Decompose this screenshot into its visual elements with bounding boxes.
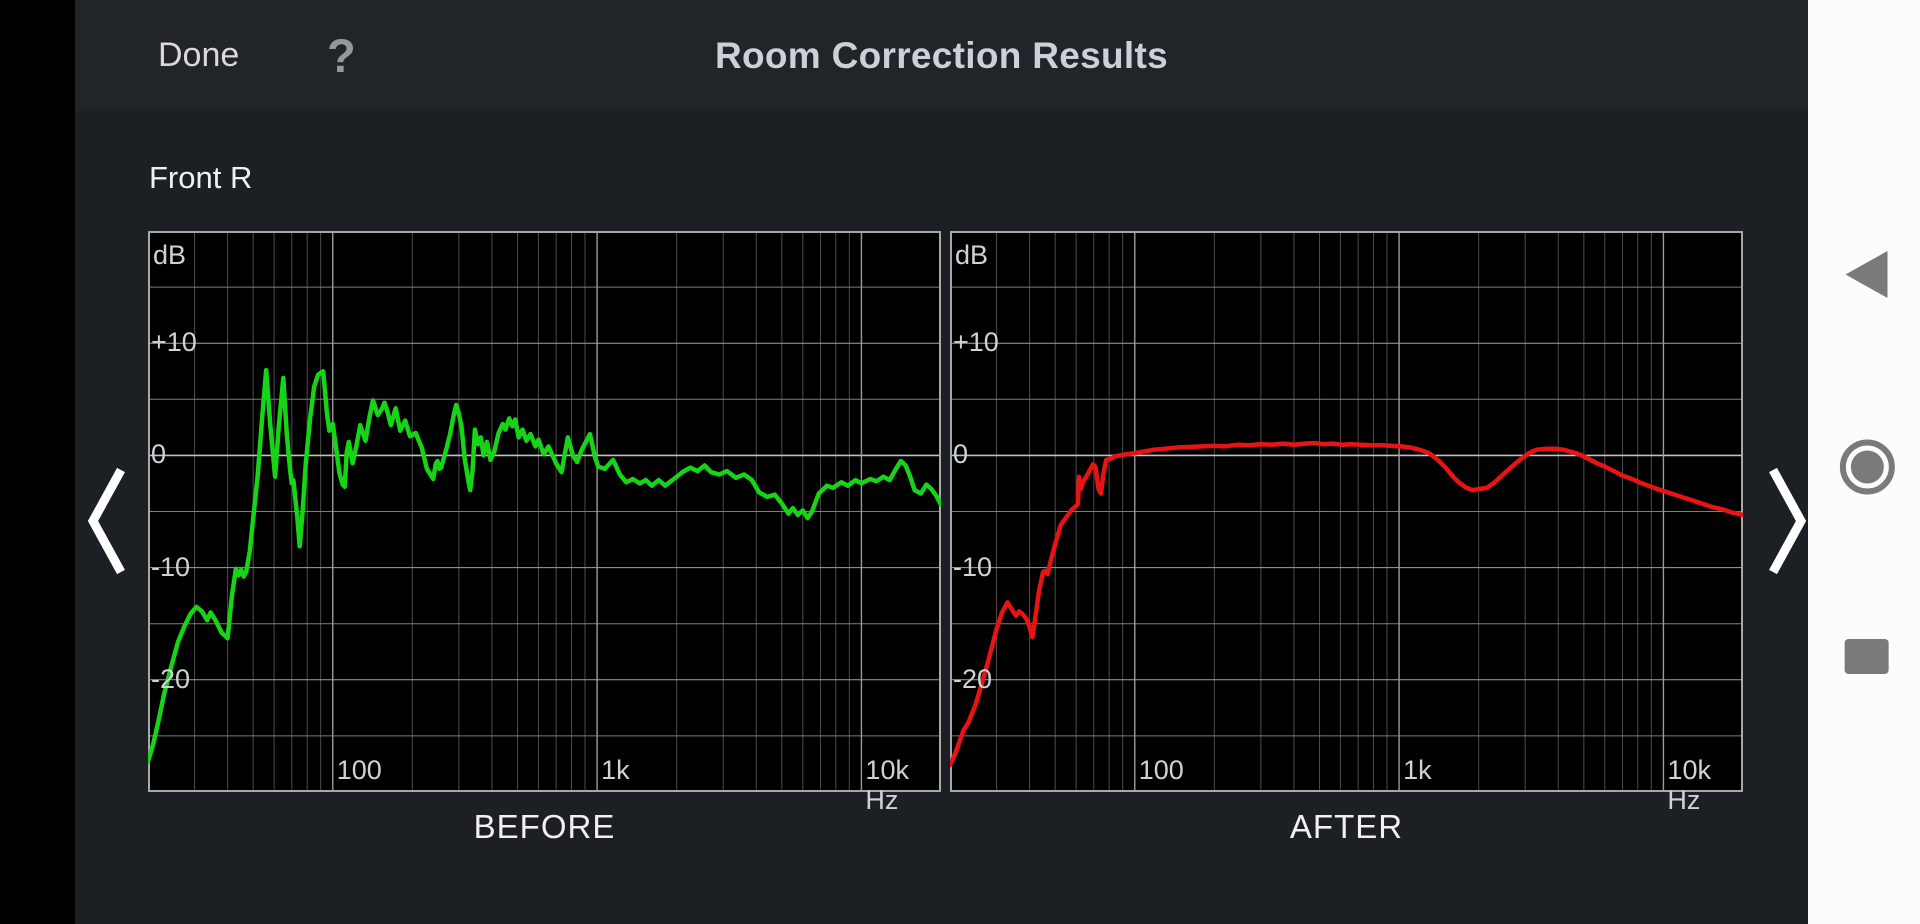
x-axis-tick-label: 10k Hz bbox=[865, 755, 909, 815]
chevron-right-icon[interactable] bbox=[1763, 462, 1811, 580]
frequency-response-plot bbox=[148, 231, 941, 792]
before-curve bbox=[148, 367, 941, 764]
channel-label: Front R bbox=[149, 160, 253, 195]
x-axis-tick-label: 100 bbox=[1138, 755, 1184, 785]
plot-border bbox=[950, 231, 1743, 792]
home-icon[interactable] bbox=[1839, 439, 1895, 495]
y-axis-tick-label: -10 bbox=[151, 551, 191, 582]
y-axis-tick-label: +10 bbox=[151, 327, 197, 358]
y-axis-tick-label: 0 bbox=[151, 439, 167, 470]
x-axis-tick-label: 1k bbox=[1403, 755, 1432, 785]
android-navigation-bar bbox=[1808, 0, 1920, 924]
db-unit-label: dB bbox=[153, 240, 187, 270]
recents-icon[interactable] bbox=[1844, 639, 1889, 674]
help-icon[interactable]: ? bbox=[327, 29, 356, 82]
y-axis-tick-label: +10 bbox=[953, 327, 999, 358]
back-icon[interactable] bbox=[1845, 251, 1888, 298]
db-unit-label: dB bbox=[955, 240, 989, 270]
y-axis-tick-label: -10 bbox=[953, 551, 993, 582]
y-axis-tick-label: 0 bbox=[953, 439, 969, 470]
after-chart: AFTER dB +10 0 -10 -20 100 1k 10k Hz bbox=[950, 231, 1743, 845]
chevron-left-icon[interactable] bbox=[83, 462, 131, 580]
x-axis-tick-label: 100 bbox=[336, 755, 382, 785]
y-axis-tick-label: -20 bbox=[151, 663, 191, 694]
page-title: Room Correction Results bbox=[714, 34, 1168, 76]
before-caption: BEFORE bbox=[473, 808, 616, 845]
plot-border bbox=[148, 231, 941, 792]
room-correction-app: Room Correction Results Done ? Front R B… bbox=[75, 0, 1808, 924]
after-curve bbox=[950, 440, 1743, 768]
x-axis-tick-label: 10k Hz bbox=[1667, 755, 1711, 815]
y-axis-tick-label: -20 bbox=[953, 663, 993, 694]
before-chart: BEFORE dB +10 0 -10 -20 100 1k 10k Hz bbox=[148, 231, 941, 845]
top-bar: Room Correction Results Done ? bbox=[75, 0, 1808, 111]
frequency-response-plot bbox=[950, 231, 1743, 792]
screen-left-letterbox bbox=[0, 0, 75, 924]
after-caption: AFTER bbox=[1289, 808, 1404, 845]
x-axis-tick-label: 1k bbox=[601, 755, 630, 785]
done-button[interactable]: Done bbox=[158, 36, 240, 74]
